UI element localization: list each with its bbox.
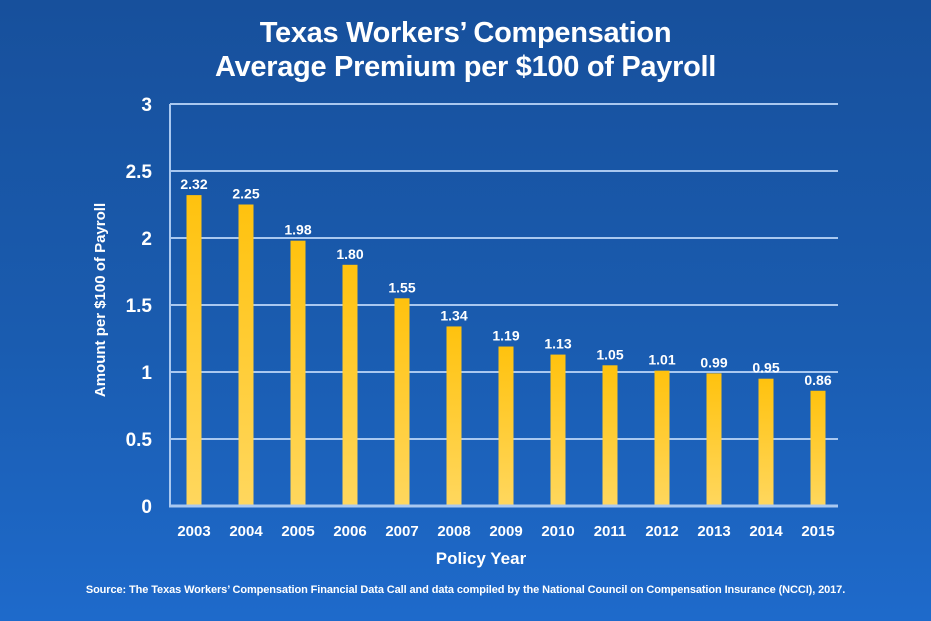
bar xyxy=(342,264,358,506)
chart-title: Texas Workers’ Compensation Average Prem… xyxy=(0,16,931,84)
data-label: 1.19 xyxy=(492,328,519,344)
x-tick-label: 2006 xyxy=(333,523,366,540)
y-tick-label: 0 xyxy=(141,497,152,518)
source-note: Source: The Texas Workers’ Compensation … xyxy=(85,584,846,596)
data-label: 2.25 xyxy=(232,186,259,202)
bar xyxy=(498,346,514,506)
bar xyxy=(810,390,826,506)
x-tick-label: 2009 xyxy=(489,523,522,540)
data-label: 1.13 xyxy=(544,336,571,352)
bar xyxy=(238,204,254,506)
bar xyxy=(290,240,306,506)
x-axis-label: Policy Year xyxy=(436,549,527,568)
data-label: 1.55 xyxy=(388,279,415,295)
bar xyxy=(758,378,774,506)
data-label: 0.86 xyxy=(804,372,831,388)
data-label: 0.95 xyxy=(752,360,779,376)
data-label: 1.34 xyxy=(440,307,467,323)
data-labels: 2.32 2.25 1.98 1.80 1.55 1.34 1.19 1.13 1.05 1.01… xyxy=(180,176,831,388)
y-tick-labels: 0 0.5 1 1.5 2 2.5 3 xyxy=(126,95,153,518)
y-tick-label: 1 xyxy=(141,363,152,384)
y-tick-label: 2.5 xyxy=(126,162,153,183)
x-tick-label: 2005 xyxy=(281,523,314,540)
title-line-1: Texas Workers’ Compensation xyxy=(259,17,672,49)
bar xyxy=(394,298,410,506)
x-tick-label: 2014 xyxy=(749,523,783,540)
data-label: 1.01 xyxy=(648,352,675,368)
x-tick-label: 2007 xyxy=(385,523,418,540)
title-line-2: Average Premium per $100 of Payroll xyxy=(215,51,716,83)
x-tick-label: 2008 xyxy=(437,523,470,540)
x-tick-label: 2013 xyxy=(697,523,730,540)
bar xyxy=(706,373,722,506)
data-label: 2.32 xyxy=(180,176,207,192)
data-label: 1.80 xyxy=(336,246,363,262)
y-axis-label: Amount per $100 of Payroll xyxy=(92,203,109,397)
bar xyxy=(446,326,462,506)
bars xyxy=(186,195,826,506)
data-label: 1.05 xyxy=(596,346,623,362)
x-tick-labels: 2003 2004 2005 2006 2007 2008 2009 2010 2011 2012… xyxy=(177,523,834,540)
x-tick-label: 2010 xyxy=(541,523,574,540)
bar xyxy=(550,354,566,506)
x-tick-label: 2012 xyxy=(645,523,678,540)
y-tick-label: 1.5 xyxy=(126,296,153,317)
bar xyxy=(602,365,618,506)
y-tick-label: 0.5 xyxy=(126,430,153,451)
x-tick-label: 2015 xyxy=(801,523,834,540)
x-tick-label: 2004 xyxy=(229,523,263,540)
bar xyxy=(654,370,670,506)
data-label: 1.98 xyxy=(284,222,311,238)
x-tick-label: 2011 xyxy=(594,523,627,540)
data-label: 0.99 xyxy=(700,354,727,370)
bar xyxy=(186,195,202,506)
y-tick-label: 2 xyxy=(141,229,152,250)
x-tick-label: 2003 xyxy=(177,523,210,540)
y-tick-label: 3 xyxy=(141,95,152,116)
